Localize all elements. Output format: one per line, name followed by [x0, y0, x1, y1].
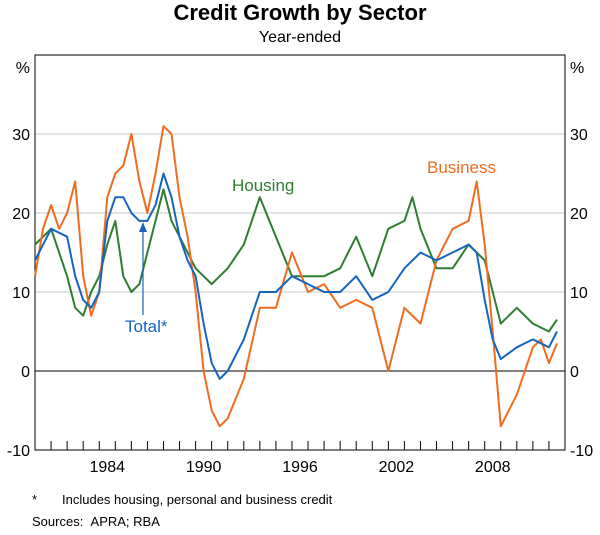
y-tick-label-left: -10	[7, 443, 30, 460]
label-housing: Housing	[232, 176, 294, 195]
x-tick-label: 2002	[379, 459, 415, 476]
series-line-total	[34, 172, 558, 380]
label-total: Total*	[125, 317, 168, 336]
sources: Sources: APRA; RBA	[32, 514, 160, 529]
footnote-mark: *	[32, 492, 38, 507]
x-tick-label: 1984	[89, 459, 125, 476]
y-tick-label-left: 10	[12, 285, 30, 302]
y-tick-label-right: 20	[570, 206, 588, 223]
chart-subtitle: Year-ended	[258, 29, 342, 46]
label-total-arrowhead	[139, 222, 147, 232]
y-tick-label-left: 20	[12, 206, 30, 223]
x-tick-label: 2008	[475, 459, 511, 476]
y-tick-label-left: 30	[12, 127, 30, 144]
y-axis-unit-right: %	[570, 60, 584, 77]
y-tick-label-right: 0	[570, 364, 579, 381]
series-line-housing	[34, 188, 558, 333]
footnote-text: Includes housing, personal and business …	[62, 492, 333, 507]
y-tick-label-right: 10	[570, 285, 588, 302]
label-business: Business	[427, 158, 496, 177]
y-tick-label-right: 30	[570, 127, 588, 144]
plot-frame	[34, 54, 566, 451]
x-tick-label: 1990	[186, 459, 222, 476]
chart-title: Credit Growth by Sector	[173, 0, 427, 25]
y-tick-label-left: 0	[21, 364, 30, 381]
y-tick-label-right: -10	[570, 443, 593, 460]
x-tick-label: 1996	[282, 459, 318, 476]
footnote: * Includes housing, personal and business…	[32, 492, 332, 508]
y-axis-unit-left: %	[16, 60, 30, 77]
